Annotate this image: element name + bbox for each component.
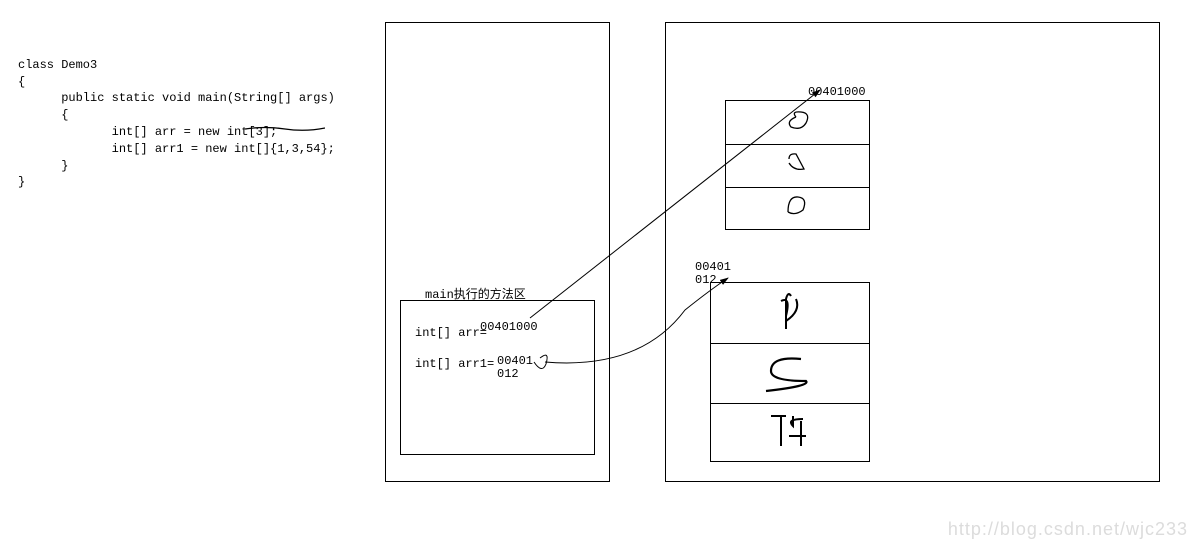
watermark: http://blog.csdn.net/wjc233 xyxy=(948,519,1188,540)
code-line: { xyxy=(18,108,68,122)
arr0-addr-label: 00401000 xyxy=(808,85,866,99)
handwritten-zero-icon xyxy=(784,151,814,179)
code-line: public static void main(String[] args) xyxy=(18,91,335,105)
code-line: int[] arr = new int[3]; xyxy=(18,125,277,139)
underline-scribble xyxy=(245,126,325,132)
handwritten-zero-icon xyxy=(783,194,813,222)
handwritten-fiftyfour-icon xyxy=(761,411,831,456)
code-line: } xyxy=(18,175,25,189)
arr1-box xyxy=(710,282,870,462)
code-listing: class Demo3 { public static void main(St… xyxy=(18,40,335,191)
cell-divider xyxy=(711,343,869,344)
cell-divider xyxy=(726,144,869,145)
code-line: { xyxy=(18,75,25,89)
handwritten-zero-icon xyxy=(781,109,816,137)
arr0-box xyxy=(725,100,870,230)
code-line: class Demo3 xyxy=(18,58,97,72)
var1-label: int[] arr= xyxy=(415,326,487,340)
var1-addr: 00401000 xyxy=(480,320,538,334)
handwritten-one-icon xyxy=(766,291,816,336)
cell-divider xyxy=(726,187,869,188)
var2-addr-a: 00401 xyxy=(497,354,533,368)
arr1-addr-a: 00401 xyxy=(695,260,731,274)
code-line: int[] arr1 = new int[]{1,3,54}; xyxy=(18,142,335,156)
code-line: } xyxy=(18,159,68,173)
var2-label: int[] arr1= xyxy=(415,357,494,371)
var2-addr-b: 012 xyxy=(497,367,519,381)
cell-divider xyxy=(711,403,869,404)
handwritten-three-icon xyxy=(761,351,816,399)
